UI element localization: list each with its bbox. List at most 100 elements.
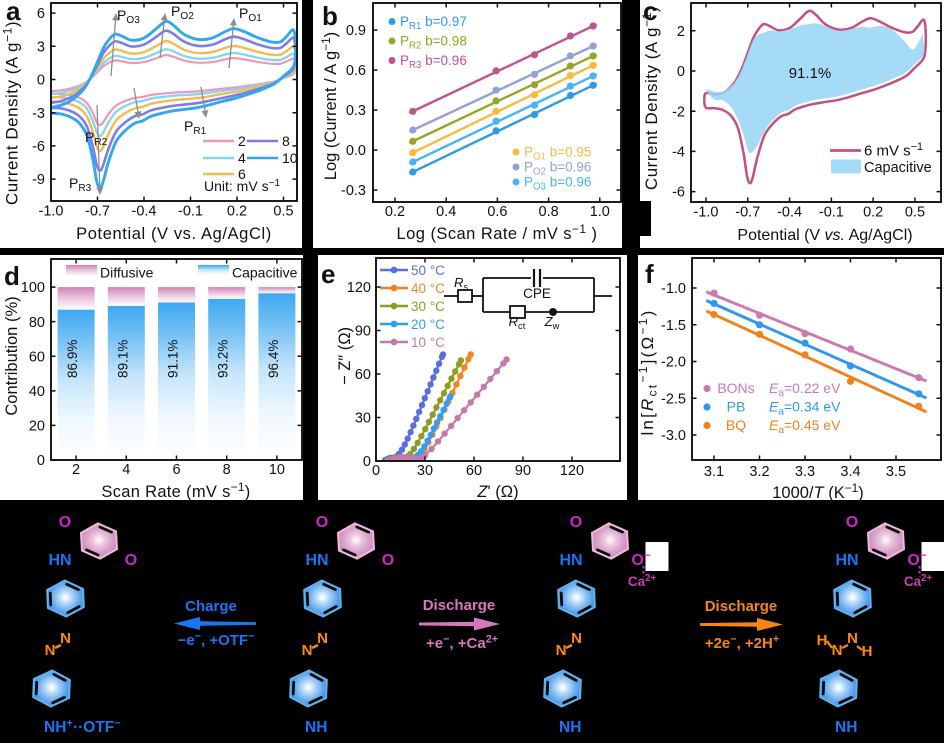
svg-text:N: N xyxy=(60,630,71,647)
svg-text:30: 30 xyxy=(355,411,371,427)
svg-text:-2.0: -2.0 xyxy=(661,355,686,371)
svg-text:0.0: 0.0 xyxy=(346,143,366,159)
svg-text:80: 80 xyxy=(29,315,45,331)
svg-text:3.1: 3.1 xyxy=(704,464,724,480)
svg-text:+e−, +Ca2+: +e−, +Ca2+ xyxy=(426,634,498,652)
svg-text:Potential (V vs. Ag/AgCl): Potential (V vs. Ag/AgCl) xyxy=(76,225,272,243)
svg-text:-0.7: -0.7 xyxy=(735,205,760,221)
svg-text:90: 90 xyxy=(355,324,371,340)
svg-text:PR3 b=0.96: PR3 b=0.96 xyxy=(400,53,467,71)
svg-text:0.2: 0.2 xyxy=(863,205,883,221)
svg-text:1000/T (K−1): 1000/T (K−1) xyxy=(772,481,864,500)
svg-text:Scan Rate (mV s−1): Scan Rate (mV s−1) xyxy=(101,480,250,500)
svg-text:Ca2+: Ca2+ xyxy=(904,573,933,589)
svg-text:NH: NH xyxy=(559,719,581,736)
svg-text:-3.0: -3.0 xyxy=(661,428,686,444)
svg-text:Capacitive: Capacitive xyxy=(864,160,932,176)
svg-text:-0.3: -0.3 xyxy=(341,183,366,199)
svg-text:c: c xyxy=(643,0,657,26)
svg-text:− Z″ (Ω): − Z″ (Ω) xyxy=(336,327,354,385)
svg-text:N: N xyxy=(847,630,858,647)
svg-text:O: O xyxy=(382,552,394,569)
svg-text:4: 4 xyxy=(122,462,130,478)
svg-text:H: H xyxy=(817,632,828,649)
svg-text:Log (Current / A g−1): Log (Current / A g−1) xyxy=(319,32,340,180)
svg-text:60: 60 xyxy=(466,463,482,479)
svg-text:+2e−, +2H+: +2e−, +2H+ xyxy=(705,634,779,652)
svg-text:0: 0 xyxy=(37,453,45,469)
svg-text:PO2: PO2 xyxy=(171,3,194,22)
svg-text:Ea=0.45 eV: Ea=0.45 eV xyxy=(769,417,841,436)
svg-text:4: 4 xyxy=(238,150,246,166)
svg-text:PR2: PR2 xyxy=(85,129,108,148)
svg-text:Rs: Rs xyxy=(454,275,468,292)
svg-text:-1.0: -1.0 xyxy=(661,281,686,297)
svg-text:Discharge: Discharge xyxy=(423,597,496,614)
svg-text:0.6: 0.6 xyxy=(487,204,507,220)
svg-text:e: e xyxy=(321,259,335,289)
svg-text:0: 0 xyxy=(37,73,45,89)
svg-text:b: b xyxy=(322,1,338,31)
svg-text:-2.5: -2.5 xyxy=(661,391,686,407)
svg-text:Zw: Zw xyxy=(544,314,560,331)
svg-text:-6: -6 xyxy=(672,185,685,201)
svg-text:3.4: 3.4 xyxy=(840,464,860,480)
svg-text:30 °C: 30 °C xyxy=(411,299,445,314)
svg-text:-6: -6 xyxy=(32,139,45,155)
svg-text:6 mV s−1: 6 mV s−1 xyxy=(864,141,923,159)
svg-text:O: O xyxy=(570,514,582,531)
svg-text:NH: NH xyxy=(305,719,327,736)
svg-text:Current Density (A g−1): Current Density (A g−1) xyxy=(640,6,661,190)
svg-text:Ea=0.22 eV: Ea=0.22 eV xyxy=(769,380,841,399)
svg-text:91.1%: 91.1% xyxy=(789,65,832,82)
svg-text:Z' (Ω): Z' (Ω) xyxy=(476,483,518,500)
svg-text:3.5: 3.5 xyxy=(886,464,906,480)
svg-text:ln[Rct−1](Ω−1): ln[Rct−1](Ω−1) xyxy=(638,308,660,435)
svg-text:0.4: 0.4 xyxy=(436,204,456,220)
svg-text:N: N xyxy=(45,642,56,659)
svg-text:86.9%: 86.9% xyxy=(65,340,80,378)
svg-text:−e−, +OTF−: −e−, +OTF− xyxy=(178,631,255,649)
svg-text:O: O xyxy=(59,514,71,531)
svg-text:N: N xyxy=(832,642,843,659)
svg-text:89.1%: 89.1% xyxy=(115,340,130,378)
svg-text:100: 100 xyxy=(21,280,45,296)
svg-text:HN: HN xyxy=(835,552,858,569)
svg-text:PB: PB xyxy=(727,399,746,415)
svg-text:96.4%: 96.4% xyxy=(266,340,281,378)
svg-text:Ea=0.34 eV: Ea=0.34 eV xyxy=(769,399,841,418)
svg-text:120: 120 xyxy=(347,280,371,296)
svg-text:Log (Scan Rate / mV s−1 ): Log (Scan Rate / mV s−1 ) xyxy=(397,222,598,243)
svg-text:O−: O− xyxy=(631,550,650,569)
svg-text:-1.0: -1.0 xyxy=(694,205,719,221)
svg-text:Diffusive: Diffusive xyxy=(100,265,154,281)
svg-text:-0.4: -0.4 xyxy=(777,205,802,221)
svg-text:-9: -9 xyxy=(32,172,45,188)
svg-text:6: 6 xyxy=(172,462,180,478)
svg-text:93.2%: 93.2% xyxy=(216,340,231,378)
svg-text:PO3: PO3 xyxy=(117,7,140,26)
svg-text:PO2 b=0.96: PO2 b=0.96 xyxy=(524,160,591,178)
svg-text:N: N xyxy=(317,630,328,647)
svg-text:PO3 b=0.96: PO3 b=0.96 xyxy=(524,175,591,193)
svg-text:BONs: BONs xyxy=(717,380,754,396)
svg-text:0.8: 0.8 xyxy=(539,204,559,220)
svg-text:HN: HN xyxy=(48,552,71,569)
svg-text:6: 6 xyxy=(238,166,246,182)
svg-text:O: O xyxy=(316,514,328,531)
svg-text:20: 20 xyxy=(29,418,45,434)
svg-text:-2: -2 xyxy=(672,104,685,120)
svg-text:6: 6 xyxy=(37,6,45,22)
svg-text:Rct: Rct xyxy=(509,314,526,331)
svg-text:3: 3 xyxy=(37,39,45,55)
svg-text:2: 2 xyxy=(677,24,685,40)
svg-text:Contribution (%): Contribution (%) xyxy=(3,296,21,415)
svg-text:0: 0 xyxy=(363,454,371,470)
svg-text:60: 60 xyxy=(29,349,45,365)
svg-text:-0.4: -0.4 xyxy=(132,204,157,220)
svg-text:PO1 b=0.95: PO1 b=0.95 xyxy=(524,145,591,163)
svg-text:2: 2 xyxy=(238,133,246,149)
svg-text:0.2: 0.2 xyxy=(227,204,247,220)
svg-text:PR1: PR1 xyxy=(184,118,207,137)
svg-text:Capacitive: Capacitive xyxy=(232,265,298,281)
